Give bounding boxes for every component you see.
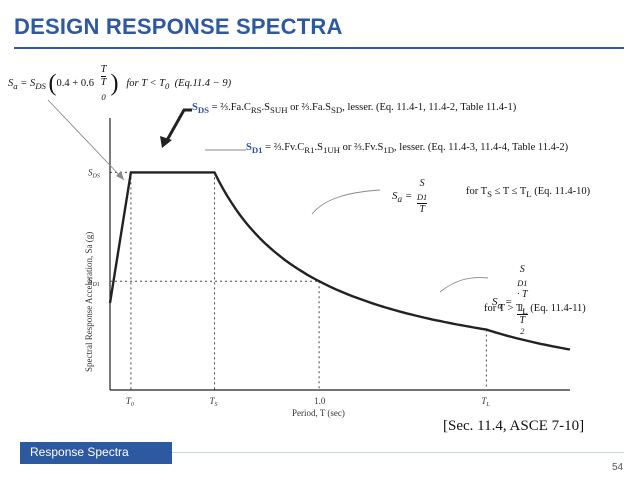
citation: [Sec. 11.4, ASCE 7-10]	[443, 418, 585, 434]
long-period-callout-arrow	[439, 277, 489, 293]
sds-callout-arrowhead	[160, 136, 172, 148]
ramp-callout-arrow	[47, 99, 125, 181]
slide-title: DESIGN RESPONSE SPECTRA	[14, 14, 343, 39]
footer-bar	[20, 442, 172, 464]
footer-label: Response Spectra	[30, 445, 129, 459]
guide-lines	[110, 171, 487, 390]
descending-condition: for TS ≤ T ≤ TL (Eq. 11.4-10)	[466, 186, 591, 200]
spectrum-curve	[108, 171, 571, 351]
y-tick-label: SD1	[88, 276, 100, 288]
page-number: 54	[612, 462, 624, 473]
ramp-callout-arrowhead	[116, 171, 124, 180]
sd1-equation: SD1 = ⅔.Fv.CR1.S1UH or ⅔.Fv.S1D, lesser.…	[246, 142, 569, 156]
y-axis-label: Spectral Response Acceleration, Sa (g)	[84, 232, 94, 372]
descending-equation: Sa = S D1 T	[392, 178, 428, 215]
descending-callout-arrow	[311, 189, 381, 215]
sds-equation: SDS = ⅔.Fa.CRS.SSUH or ⅔.Fa.SSD, lesser.…	[192, 102, 517, 116]
x-tick-label: 1.0	[314, 396, 326, 406]
y-tick-labels: SDS SD1	[88, 167, 100, 288]
x-tick-label: TS	[210, 396, 218, 408]
footer-rule	[172, 452, 624, 453]
x-tick-label: T0	[126, 396, 134, 408]
long-period-condition: for T > TL (Eq. 11.4-11)	[484, 303, 586, 317]
title-underline	[14, 47, 624, 49]
x-axis-label: Period, T (sec)	[292, 408, 345, 418]
y-tick-label: SDS	[88, 167, 100, 179]
x-tick-label: TL	[481, 396, 490, 408]
x-tick-labels: T0 TS 1.0 TL	[126, 396, 490, 408]
ramp-equation: Sa = SDS (0.4 + 0.6 T T 0) for T < T0 (Eq.…	[8, 64, 232, 103]
sds-callout-arrow	[164, 108, 192, 143]
